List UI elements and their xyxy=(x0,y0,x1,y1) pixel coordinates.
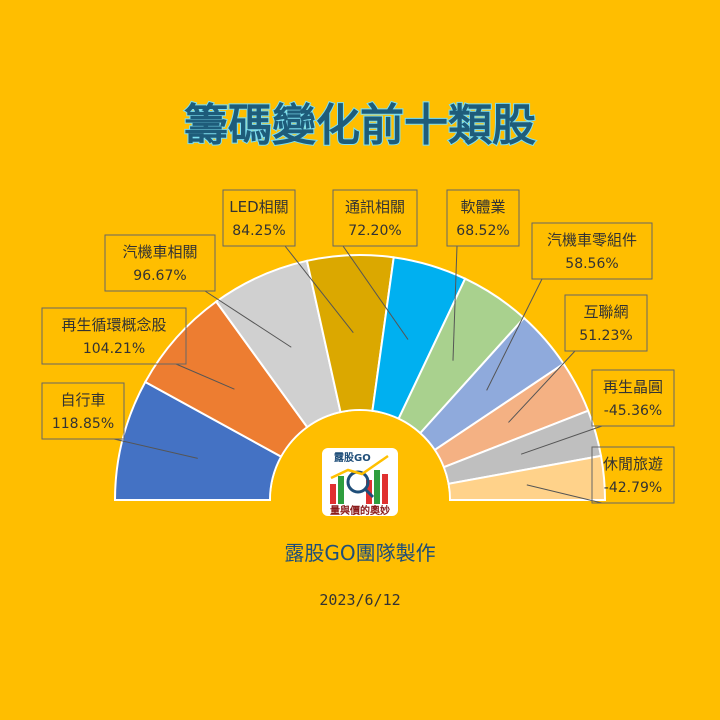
logo-bar-icon xyxy=(338,476,344,504)
callout-box xyxy=(446,189,520,247)
callout-box xyxy=(222,189,296,247)
callout-category-label: 再生循環概念股 xyxy=(61,316,166,334)
leader-line xyxy=(204,290,292,348)
callout-value-label: 68.52% xyxy=(456,223,509,239)
leader-line xyxy=(508,350,576,423)
logo-bar-icon xyxy=(382,474,388,504)
credit-text: 露股GO團隊製作 xyxy=(284,541,435,565)
leader-line xyxy=(520,425,603,455)
chart-title: 籌碼變化前十類股 xyxy=(184,100,536,151)
callout-box xyxy=(41,382,125,440)
pie-slice xyxy=(447,454,607,501)
logo-top-text: 露股GO xyxy=(334,451,371,464)
callout-box xyxy=(531,222,653,280)
magnifier-handle-icon xyxy=(363,487,375,499)
callout-category-label: 互聯網 xyxy=(583,303,628,321)
callouts-group: 自行車 118.85% 再生循環概念股 104.21% 汽機車相關 96.67% LED相關… xyxy=(41,189,675,504)
callout-box xyxy=(41,307,187,365)
callout-value-label: -42.79% xyxy=(604,480,662,496)
leader-line xyxy=(526,484,603,504)
callout-category-label: 汽機車零組件 xyxy=(547,231,637,249)
callout-value-label: 51.23% xyxy=(579,328,632,344)
leader-line xyxy=(284,245,354,333)
callout-category-label: 再生晶圓 xyxy=(603,378,663,396)
logo: 露股GO 量與價的奧妙 xyxy=(322,448,398,517)
callout-box xyxy=(591,369,675,427)
callout-category-label: 汽機車相關 xyxy=(122,243,197,261)
callout-value-label: -45.36% xyxy=(604,403,662,419)
callout-box xyxy=(564,294,648,352)
leader-line xyxy=(342,245,409,340)
leader-line xyxy=(175,363,235,390)
logo-bottom-text: 量與價的奧妙 xyxy=(330,504,390,517)
callout-value-label: 118.85% xyxy=(52,416,114,432)
date-text: 2023/6/12 xyxy=(319,591,400,609)
logo-bar-icon xyxy=(374,470,380,504)
callout-category-label: 軟體業 xyxy=(460,198,505,216)
leader-line xyxy=(113,438,198,459)
callout-category-label: 通訊相關 xyxy=(345,198,405,216)
trend-arrow-icon xyxy=(330,454,389,480)
callout-value-label: 58.56% xyxy=(565,256,618,272)
callout-box xyxy=(332,189,418,247)
callout-value-label: 84.25% xyxy=(232,223,285,239)
leader-line xyxy=(486,278,543,391)
leader-line xyxy=(452,245,458,361)
callout-category-label: LED相關 xyxy=(229,198,288,216)
logo-bar-icon xyxy=(330,484,336,504)
callout-box xyxy=(104,234,216,292)
callout-category-label: 自行車 xyxy=(60,391,105,409)
callout-value-label: 96.67% xyxy=(133,268,186,284)
callout-category-label: 休閒旅遊 xyxy=(603,455,663,473)
callout-value-label: 72.20% xyxy=(348,223,401,239)
callout-value-label: 104.21% xyxy=(83,341,145,357)
callout-box xyxy=(591,446,675,504)
